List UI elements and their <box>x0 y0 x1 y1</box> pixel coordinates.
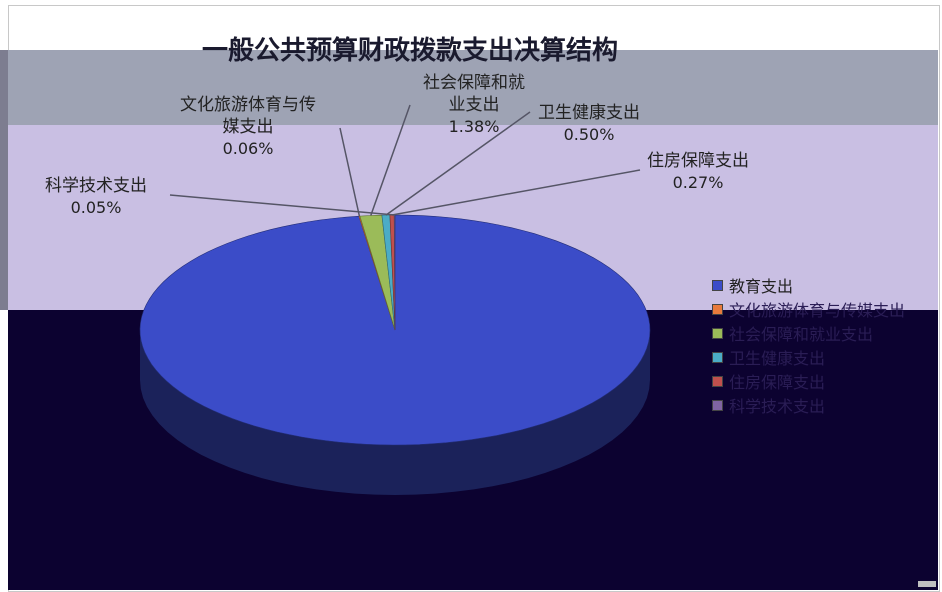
leader-line-4 <box>169 194 395 216</box>
data-label-housing: 住房保障支出 0.27% <box>647 150 749 194</box>
legend-label-5: 科学技术支出 <box>729 397 826 416</box>
data-label-culture: 文化旅游体育与传 媒支出 0.06% <box>180 94 316 160</box>
legend-swatch-5 <box>712 399 723 411</box>
legend-swatch-4 <box>712 375 723 387</box>
leader-line-3 <box>391 169 641 216</box>
leader-line-0 <box>339 127 361 217</box>
data-label-science-value: 0.05% <box>70 198 122 217</box>
pie-side-group <box>140 330 650 495</box>
legend-label-0: 教育支出 <box>729 277 794 296</box>
data-label-culture-name-1: 文化旅游体育与传 <box>180 95 316 115</box>
data-label-health: 卫生健康支出 0.50% <box>538 102 640 146</box>
leader-line-1 <box>370 104 411 216</box>
data-label-social-name-1: 社会保障和就 <box>423 73 525 93</box>
leader-line-2 <box>385 111 531 216</box>
pie-side-0 <box>140 330 650 495</box>
data-label-housing-value: 0.27% <box>672 173 724 192</box>
pie-top-group <box>139 214 651 446</box>
data-label-health-value: 0.50% <box>563 125 615 144</box>
chart-legend: 教育支出文化旅游体育与传媒支出 社会保障和就业支出 卫生健康支出 住房保障支出 科学技术… <box>712 274 905 418</box>
corner-mark <box>918 581 936 587</box>
data-label-social-value: 1.38% <box>448 117 500 136</box>
data-label-culture-value: 0.06% <box>222 139 274 158</box>
legend-label-4: 住房保障支出 <box>729 373 826 392</box>
legend-item-1: 文化旅游体育与传媒支出 <box>712 298 905 320</box>
legend-item-2: 社会保障和就业支出 <box>712 322 905 344</box>
legend-item-0: 教育支出 <box>712 274 905 296</box>
legend-swatch-3 <box>712 351 723 363</box>
data-label-social: 社会保障和就 业支出 1.38% <box>423 72 525 138</box>
legend-item-4: 住房保障支出 <box>712 370 905 392</box>
data-label-housing-name: 住房保障支出 <box>647 151 749 171</box>
legend-item-5: 科学技术支出 <box>712 394 905 416</box>
legend-swatch-2 <box>712 327 723 339</box>
legend-label-2: 社会保障和就业支出 <box>729 325 874 344</box>
legend-label-3: 卫生健康支出 <box>729 349 826 368</box>
data-label-culture-name-2: 媒支出 <box>222 117 274 137</box>
data-label-health-name: 卫生健康支出 <box>538 103 640 123</box>
legend-label-1: 文化旅游体育与传媒支出 <box>729 301 906 320</box>
data-label-social-name-2: 业支出 <box>448 95 500 115</box>
plot-band-top <box>8 50 938 125</box>
legend-item-3: 卫生健康支出 <box>712 346 905 368</box>
chart-title: 一般公共预算财政拨款支出决算结构 <box>201 36 618 66</box>
data-label-science-name: 科学技术支出 <box>45 176 147 196</box>
legend-swatch-1 <box>712 303 723 315</box>
legend-swatch-0 <box>712 279 723 291</box>
data-label-science: 科学技术支出 0.05% <box>45 175 147 219</box>
